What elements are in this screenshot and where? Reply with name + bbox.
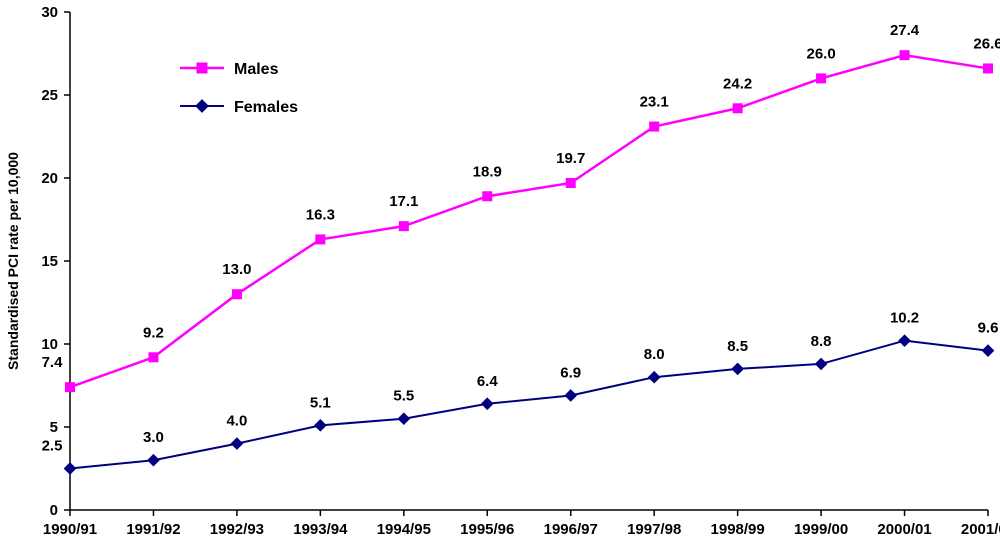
x-tick-label: 1994/95 xyxy=(377,521,431,538)
series-marker-females xyxy=(482,398,493,409)
data-label-males: 18.9 xyxy=(473,163,502,180)
x-tick-label: 1990/91 xyxy=(43,521,97,538)
data-label-females: 8.0 xyxy=(644,346,665,363)
x-tick-label: 1991/92 xyxy=(126,521,180,538)
y-tick-label: 30 xyxy=(41,4,58,21)
series-marker-males xyxy=(232,290,241,299)
chart-container: 0 5 10 15 20 25 30 1990/91 1991/92 1992/93 1993/94… xyxy=(0,0,1000,548)
y-tick-label: 20 xyxy=(41,170,58,187)
x-tick-label: 2001/02 xyxy=(961,521,1000,538)
data-label-males: 24.2 xyxy=(723,75,752,92)
data-label-females: 3.0 xyxy=(143,429,164,446)
x-tick-label: 1997/98 xyxy=(627,521,681,538)
series-marker-males xyxy=(149,353,158,362)
series-marker-males xyxy=(66,383,75,392)
data-label-females: 9.6 xyxy=(978,320,999,337)
data-label-females: 10.2 xyxy=(890,310,919,327)
data-label-females: 5.5 xyxy=(393,388,414,405)
y-tick-label: 5 xyxy=(50,419,58,436)
series-line-females xyxy=(70,341,988,469)
data-label-males: 19.7 xyxy=(556,150,585,167)
data-label-females: 2.5 xyxy=(42,438,63,455)
data-label-females: 5.1 xyxy=(310,394,331,411)
series-marker-females xyxy=(315,420,326,431)
series-marker-females xyxy=(649,372,660,383)
x-tick-label: 1992/93 xyxy=(210,521,264,538)
data-label-males: 17.1 xyxy=(389,193,418,210)
legend-marker-males xyxy=(197,63,208,74)
series-marker-males xyxy=(650,122,659,131)
y-tick-label: 10 xyxy=(41,336,58,353)
data-label-females: 4.0 xyxy=(226,413,247,430)
data-label-males: 23.1 xyxy=(640,94,669,111)
x-tick-label: 1999/00 xyxy=(794,521,848,538)
x-tick-label: 1996/97 xyxy=(544,521,598,538)
x-tick-label: 2000/01 xyxy=(877,521,931,538)
x-tick-label: 1995/96 xyxy=(460,521,514,538)
data-label-females: 8.8 xyxy=(811,333,832,350)
data-label-males: 26.6 xyxy=(973,35,1000,52)
legend-label-males: Males xyxy=(234,61,279,78)
series-marker-males xyxy=(817,74,826,83)
legend-label-females: Females xyxy=(234,99,298,116)
series-marker-females xyxy=(982,345,993,356)
series-marker-females xyxy=(64,463,75,474)
series-marker-males xyxy=(984,64,993,73)
data-label-males: 26.0 xyxy=(806,45,835,62)
series-marker-males xyxy=(316,235,325,244)
y-tick-label: 0 xyxy=(50,502,58,519)
data-label-males: 27.4 xyxy=(890,22,920,39)
series-marker-males xyxy=(483,192,492,201)
series-marker-females xyxy=(398,413,409,424)
series-marker-males xyxy=(566,178,575,187)
series-marker-females xyxy=(899,335,910,346)
series-marker-males xyxy=(399,222,408,231)
series-marker-males xyxy=(733,104,742,113)
data-label-females: 6.4 xyxy=(477,373,499,390)
y-axis-title: Standardised PCI rate per 10,000 xyxy=(5,152,21,370)
y-tick-label: 25 xyxy=(41,87,58,104)
legend-marker-females xyxy=(195,99,209,113)
data-label-females: 6.9 xyxy=(560,364,581,381)
data-label-females: 8.5 xyxy=(727,338,748,355)
series-marker-males xyxy=(900,51,909,60)
series-marker-females xyxy=(815,358,826,369)
y-tick-label: 15 xyxy=(41,253,58,270)
x-tick-label: 1993/94 xyxy=(293,521,348,538)
data-label-males: 16.3 xyxy=(306,206,335,223)
line-chart: 0 5 10 15 20 25 30 1990/91 1991/92 1992/93 1993/94… xyxy=(0,0,1000,548)
x-tick-label: 1998/99 xyxy=(711,521,765,538)
data-label-males: 7.4 xyxy=(42,354,64,371)
series-marker-females xyxy=(732,363,743,374)
data-label-males: 13.0 xyxy=(222,261,251,278)
data-label-males: 9.2 xyxy=(143,324,164,341)
series-marker-females xyxy=(231,438,242,449)
series-marker-females xyxy=(565,390,576,401)
series-marker-females xyxy=(148,455,159,466)
